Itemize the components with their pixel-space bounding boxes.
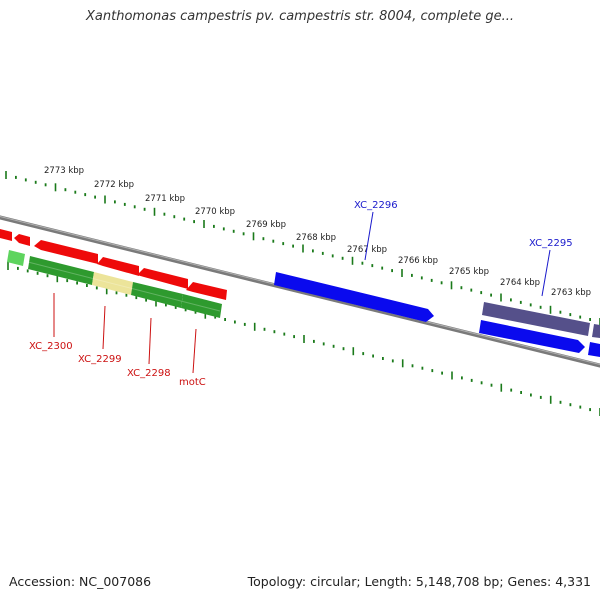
gene-arrow-reverse[interactable] [0,229,12,241]
feature-block[interactable] [92,272,133,295]
gene-label-xc2299[interactable]: XC_2299 [78,354,122,365]
kbp-label: 2765 kbp [449,267,489,277]
forward-feature-block[interactable] [592,324,600,338]
gene-arrow-forward[interactable] [479,320,585,353]
feature-block[interactable] [7,250,25,266]
kbp-label: 2764 kbp [500,278,540,288]
gene-label-motc[interactable]: motC [179,377,206,388]
gene-arrow-reverse[interactable] [97,257,139,276]
kbp-label: 2768 kbp [296,233,336,243]
leader-line [102,305,106,350]
feature-track [7,250,222,318]
map-title: Xanthomonas campestris pv. campestris st… [86,9,514,24]
kbp-label: 2773 kbp [44,166,84,176]
feature-block[interactable] [131,282,183,308]
gene-arrow-reverse[interactable] [137,268,188,289]
gene-label-xc2296[interactable]: XC_2296 [354,200,398,211]
leader-line [364,211,374,261]
leader-line [541,249,551,297]
kbp-label: 2766 kbp [398,256,438,266]
accession-text: Accession: NC_007086 [9,574,152,589]
kbp-label: 2771 kbp [145,194,185,204]
gene-label-xc2295[interactable]: XC_2295 [529,238,573,249]
gene-arrow-forward[interactable] [274,272,434,322]
kbp-label: 2772 kbp [94,180,134,190]
gene-label-xc2300[interactable]: XC_2300 [29,341,73,352]
genome-backbone [0,215,600,368]
gene-arrow-reverse[interactable] [14,234,30,246]
gene-arrow-forward[interactable] [588,342,600,357]
gene-label-xc2298[interactable]: XC_2298 [127,368,171,379]
leader-line [148,317,152,365]
kbp-label: 2770 kbp [195,207,235,217]
forward-strand-track [274,272,600,357]
reverse-strand-track [0,229,227,300]
feature-block[interactable] [28,256,94,285]
gene-label-leaders [53,211,551,374]
gene-labels: XC_2300 XC_2299 XC_2298 motC XC_2296 XC_… [29,200,573,388]
forward-feature-block[interactable] [482,302,590,336]
kbp-label: 2763 kbp [551,288,591,298]
kbp-ruler-labels: 2773 kbp 2772 kbp 2771 kbp 2770 kbp 2769… [44,166,591,298]
feature-divider [27,261,221,312]
genome-summary-text: Topology: circular; Length: 5,148,708 bp… [247,574,591,589]
feature-block[interactable] [181,294,222,318]
gene-arrow-reverse[interactable] [34,240,98,264]
leader-line [192,328,197,374]
outer-tick-track [5,171,600,326]
gene-arrow-reverse[interactable] [186,282,227,300]
kbp-label: 2769 kbp [246,220,286,230]
